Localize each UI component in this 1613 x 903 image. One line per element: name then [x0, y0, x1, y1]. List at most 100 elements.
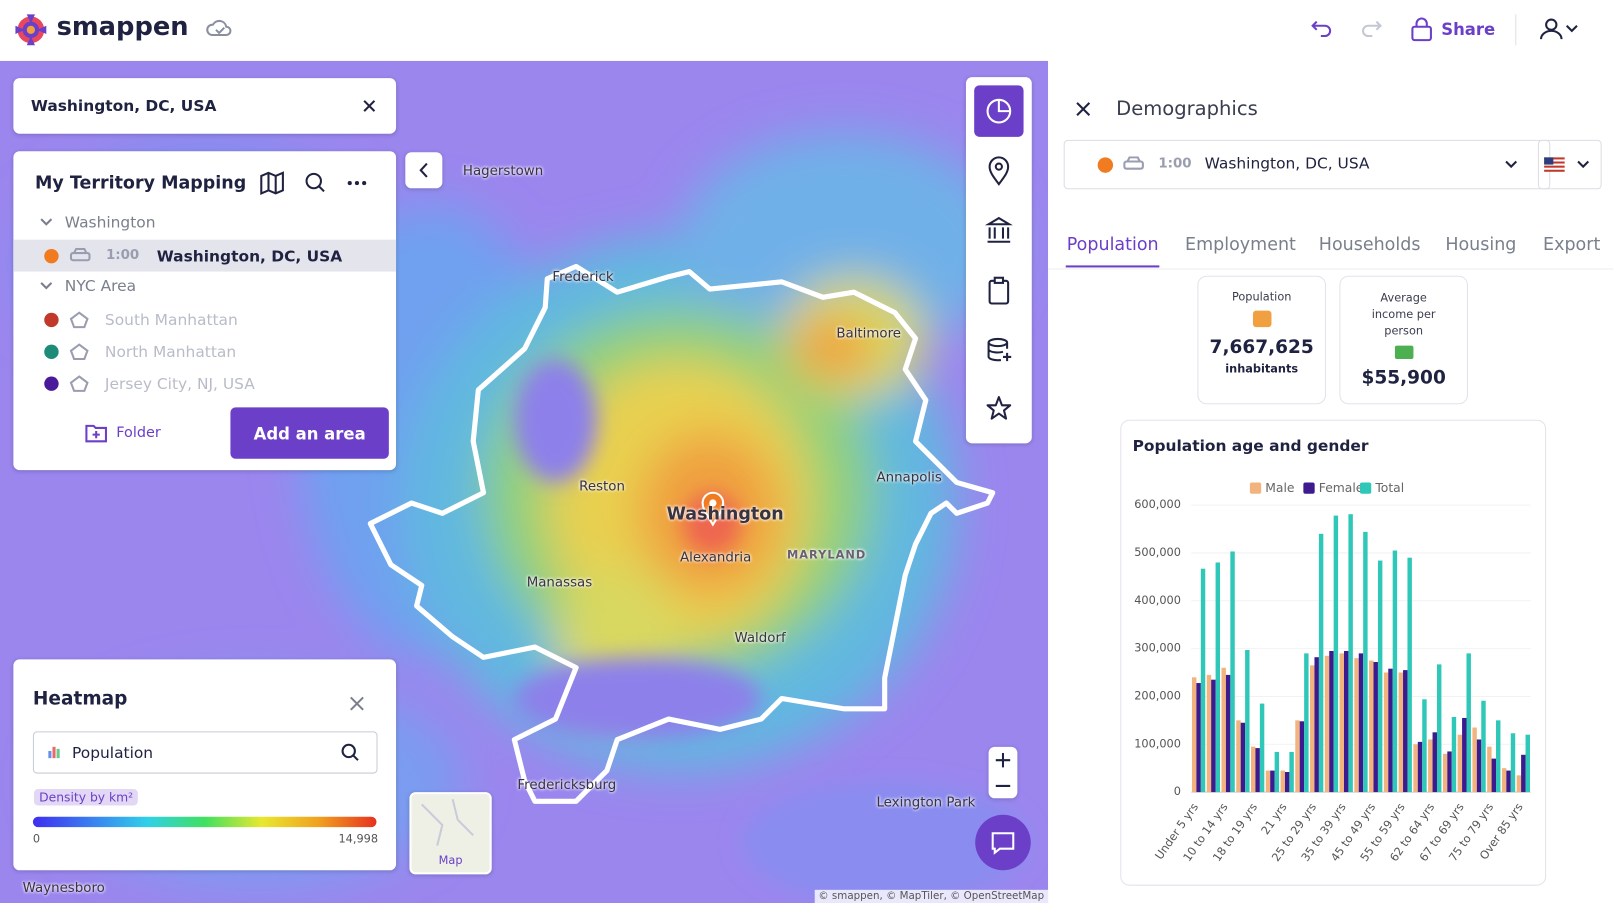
bar: [1442, 753, 1448, 793]
y-tick-label: 300,000: [1134, 642, 1181, 655]
bar: [1211, 679, 1216, 793]
legend-title: Density by km²: [33, 789, 139, 806]
x-tick-label: 21 yrs: [1259, 801, 1290, 837]
attribution: © smappen, © MapTiler, © OpenStreetMap: [814, 889, 1049, 903]
legend-label: Total: [1374, 481, 1404, 495]
clear-search[interactable]: [361, 98, 377, 114]
group-name[interactable]: NYC Area: [64, 276, 137, 295]
country-select[interactable]: [1537, 139, 1602, 190]
area-label[interactable]: Washington, DC, USA: [156, 246, 343, 265]
legend-gradient: [32, 816, 377, 828]
area-row[interactable]: Jersey City, NJ, USA: [13, 367, 396, 399]
territory-panel: My Territory Mapping Washington 1:00 Was…: [13, 151, 397, 471]
group-name[interactable]: Washington: [64, 212, 156, 231]
tab[interactable]: Households: [1318, 234, 1421, 256]
bar: [1221, 667, 1226, 793]
bar: [1358, 653, 1364, 793]
map-label: Waldorf: [734, 630, 786, 647]
map-label: Frederick: [552, 269, 614, 285]
bar: [1481, 700, 1486, 793]
map-label: Waynesboro: [22, 880, 105, 896]
toolbar-icons[interactable]: [966, 77, 1032, 443]
bar: [1343, 650, 1349, 793]
area-color: [1097, 157, 1114, 173]
tab[interactable]: Housing: [1445, 234, 1517, 256]
territory-tools[interactable]: [258, 170, 381, 197]
bar: [1388, 668, 1393, 793]
bar: [1280, 770, 1285, 793]
redo-button[interactable]: [1356, 15, 1385, 40]
layer-name[interactable]: Population: [72, 743, 154, 763]
area-row[interactable]: 1:00 Washington, DC, USA: [13, 239, 397, 272]
group-row[interactable]: NYC Area: [13, 270, 396, 302]
map-label: Alexandria: [679, 550, 752, 566]
basemap-label[interactable]: Map: [438, 853, 463, 868]
toolbar: [965, 77, 1032, 444]
kpi-card: Population 7,667,625 inhabitants: [1198, 276, 1325, 404]
chart-card: Population age and gender 0 100,000 200,00…: [1121, 420, 1546, 885]
y-tick-label: 0: [1174, 785, 1181, 798]
tab[interactable]: Export: [1543, 234, 1601, 256]
area-label[interactable]: North Manhattan: [104, 342, 237, 361]
area-label[interactable]: South Manhattan: [104, 310, 238, 329]
map-label: MARYLAND: [786, 548, 867, 562]
map-label: Manassas: [526, 575, 593, 591]
area-label[interactable]: Jersey City, NJ, USA: [104, 373, 255, 393]
bar: [1299, 721, 1305, 793]
brand: smappen: [56, 11, 189, 42]
bar: [1284, 772, 1290, 793]
bar: [1255, 748, 1260, 793]
basemap-switch[interactable]: Map: [409, 792, 492, 875]
collapse-button[interactable]: [405, 152, 443, 189]
bar: [1432, 732, 1437, 793]
bar: [1270, 770, 1275, 793]
user-menu[interactable]: [1538, 14, 1585, 45]
bar: [1462, 717, 1467, 793]
map-label: Fredericksburg: [517, 777, 617, 794]
chat-button[interactable]: [975, 814, 1031, 871]
bar: [1259, 703, 1265, 793]
zoom-controls[interactable]: [988, 746, 1018, 799]
divider: [1515, 14, 1517, 46]
bar: [1363, 531, 1368, 793]
cloud-icon: [206, 20, 232, 37]
area-row[interactable]: South Manhattan: [13, 303, 396, 335]
undo-button[interactable]: [1309, 15, 1338, 40]
legend-swatch: [1249, 482, 1262, 494]
bar: [1496, 720, 1501, 793]
legend-min: 0: [32, 832, 41, 846]
bar: [1333, 515, 1339, 793]
kpi-value: 7,667,625: [1209, 336, 1314, 358]
search-box[interactable]: Washington, DC, USA: [13, 78, 397, 134]
add-area-button[interactable]: Add an area: [230, 407, 389, 459]
y-tick-label: 600,000: [1134, 498, 1181, 511]
search-query[interactable]: Washington, DC, USA: [30, 96, 217, 116]
legend-swatch: [1359, 482, 1372, 494]
area-time: 1:00: [1158, 156, 1192, 172]
area-select[interactable]: 1:00 Washington, DC, USA: [1063, 139, 1551, 190]
bar: [1354, 658, 1359, 793]
bar: [1348, 514, 1353, 793]
folder-button[interactable]: Folder: [116, 424, 161, 442]
group-row[interactable]: Washington: [13, 206, 396, 238]
legend-label: Male: [1265, 481, 1294, 495]
close-panel[interactable]: [1075, 101, 1091, 117]
bar: [1398, 672, 1404, 793]
bar: [1422, 699, 1427, 793]
bar: [1318, 533, 1324, 793]
area-label[interactable]: Washington, DC, USA: [1204, 154, 1370, 173]
car-icon: [1123, 156, 1144, 170]
y-tick-label: 200,000: [1134, 689, 1181, 702]
location-pin[interactable]: [701, 491, 725, 527]
close-heatmap[interactable]: [349, 695, 365, 711]
area-row[interactable]: North Manhattan: [13, 335, 396, 367]
bar: [1472, 727, 1477, 793]
share-button[interactable]: Share: [1441, 19, 1496, 40]
map-label: Annapolis: [876, 470, 942, 486]
tab[interactable]: Population: [1066, 234, 1159, 256]
layer-select[interactable]: Population: [32, 731, 378, 774]
bar: [1407, 557, 1412, 793]
chart-title: Population age and gender: [1133, 437, 1369, 455]
tab[interactable]: Employment: [1185, 234, 1296, 256]
